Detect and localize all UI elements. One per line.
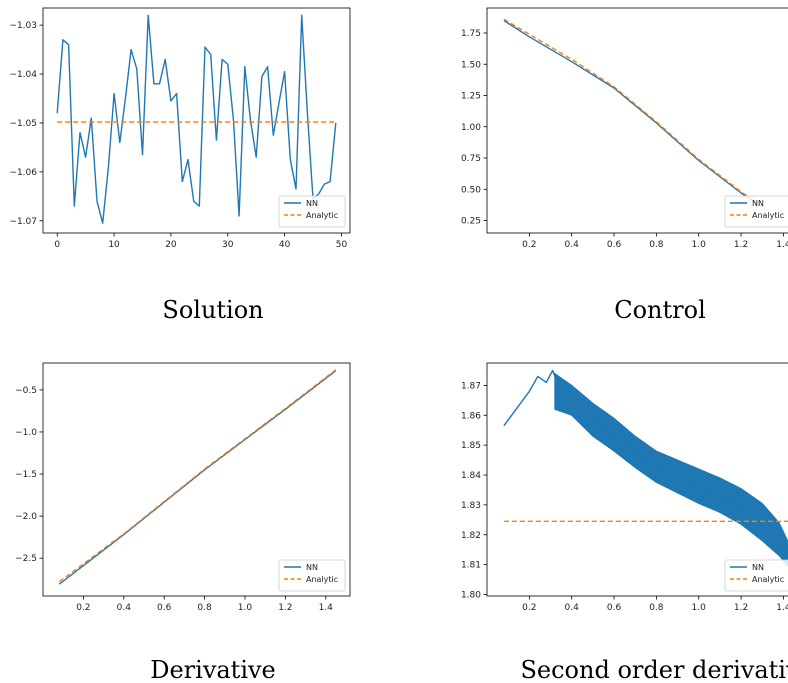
control-panel: 0.2 0.4 0.6 0.8 1.0 1.2 1.4 0.25 0.50 0.75 1.00 1.2… bbox=[461, 7, 788, 324]
y-tick-label: −0.5 bbox=[15, 386, 37, 396]
nn-legend-label: NN bbox=[306, 563, 318, 572]
y-tick-label: −2.5 bbox=[15, 554, 37, 564]
x-tick-label: 1.2 bbox=[278, 603, 292, 613]
y-tick-label: 1.25 bbox=[461, 92, 481, 102]
x-tick-label: 0.6 bbox=[607, 603, 622, 613]
axes-frame bbox=[486, 362, 788, 597]
x-tick-label: 20 bbox=[165, 240, 177, 250]
x-tick-label: 1.0 bbox=[238, 603, 253, 613]
y-tick-label: −2.0 bbox=[15, 512, 37, 522]
axes-frame bbox=[486, 7, 788, 234]
y-tick-label: −1.03 bbox=[9, 21, 37, 31]
plot-area bbox=[503, 369, 788, 568]
nn-legend-label: NN bbox=[306, 199, 318, 208]
y-tick-label: −1.5 bbox=[15, 470, 37, 480]
x-tick-label: 1.4 bbox=[776, 240, 788, 250]
second-order-derivative-panel: 0.2 0.4 0.6 0.8 1.0 1.2 1.4 1.80 1.81 1.82 1.83 1.8… bbox=[461, 362, 788, 683]
x-tick-label: 0.8 bbox=[649, 240, 664, 250]
analytic-legend-label: Analytic bbox=[752, 211, 784, 220]
nn-oscillation-band bbox=[554, 372, 788, 568]
y-tick-label: −1.0 bbox=[15, 428, 37, 438]
analytic-series-line bbox=[503, 18, 763, 207]
nn-series-line bbox=[503, 369, 788, 561]
y-tick-label: 1.85 bbox=[461, 441, 481, 451]
analytic-series-line bbox=[58, 369, 337, 583]
legend: NN Analytic bbox=[278, 195, 346, 228]
nn-series-line bbox=[56, 14, 337, 224]
x-tick-label: 0.4 bbox=[565, 603, 580, 613]
y-tick-label: 1.82 bbox=[461, 531, 481, 541]
x-tick-label: 1.2 bbox=[734, 240, 748, 250]
derivative-panel: 0.2 0.4 0.6 0.8 1.0 1.2 1.4 −2.5 −2.0 −1.5 −1.0 −0.… bbox=[15, 362, 351, 683]
x-tick-label: 1.4 bbox=[319, 603, 334, 613]
nn-series-line bbox=[58, 370, 337, 585]
y-tick-label: −1.05 bbox=[9, 119, 37, 129]
axes-frame bbox=[42, 7, 351, 234]
analytic-legend-label: Analytic bbox=[306, 575, 338, 584]
legend-box bbox=[278, 559, 346, 592]
x-tick-label: 0.8 bbox=[649, 603, 664, 613]
legend-box bbox=[278, 195, 346, 228]
nn-legend-label: NN bbox=[752, 199, 764, 208]
legend-box bbox=[724, 195, 788, 228]
x-tick-label: 1.0 bbox=[692, 603, 707, 613]
x-tick-label: 0.6 bbox=[607, 240, 622, 250]
x-tick-label: 0.4 bbox=[565, 240, 580, 250]
x-tick-label: 0.8 bbox=[197, 603, 212, 613]
panel-caption: Derivative bbox=[150, 656, 276, 683]
legend: NN Analytic bbox=[724, 195, 788, 228]
x-tick-label: 0.2 bbox=[522, 240, 536, 250]
y-tick-label: 1.87 bbox=[461, 381, 481, 391]
legend-box bbox=[724, 559, 788, 592]
nn-series-line bbox=[503, 19, 763, 208]
y-tick-label: 1.00 bbox=[461, 123, 481, 133]
y-tick-label: 1.50 bbox=[461, 60, 481, 70]
y-tick-label: 1.86 bbox=[461, 411, 481, 421]
panel-caption: Control bbox=[614, 296, 706, 324]
y-tick-label: −1.06 bbox=[9, 168, 37, 178]
analytic-legend-label: Analytic bbox=[306, 211, 338, 220]
plot-area bbox=[58, 369, 337, 585]
y-tick-label: 1.84 bbox=[461, 471, 481, 481]
x-tick-label: 50 bbox=[336, 240, 348, 250]
x-tick-label: 0.4 bbox=[117, 603, 132, 613]
legend: NN Analytic bbox=[278, 559, 346, 592]
y-tick-label: 0.25 bbox=[461, 217, 481, 227]
plot-area bbox=[503, 18, 763, 208]
y-tick-label: 1.75 bbox=[461, 29, 481, 39]
y-tick-label: −1.07 bbox=[9, 217, 37, 227]
panel-caption: Second order derivativ bbox=[520, 656, 788, 683]
x-tick-label: 0 bbox=[54, 240, 60, 250]
x-tick-label: 40 bbox=[279, 240, 291, 250]
y-tick-label: 1.83 bbox=[461, 501, 481, 511]
x-tick-label: 0.6 bbox=[157, 603, 172, 613]
axes-frame bbox=[42, 362, 351, 597]
y-tick-label: 0.50 bbox=[461, 185, 481, 195]
x-tick-label: 30 bbox=[222, 240, 234, 250]
x-tick-label: 0.2 bbox=[76, 603, 90, 613]
nn-legend-label: NN bbox=[752, 563, 764, 572]
y-tick-label: −1.04 bbox=[9, 70, 37, 80]
plot-area bbox=[56, 14, 337, 224]
x-tick-label: 1.4 bbox=[776, 603, 788, 613]
y-tick-label: 1.80 bbox=[461, 591, 481, 601]
y-tick-label: 1.81 bbox=[461, 561, 481, 571]
y-tick-label: 0.75 bbox=[461, 154, 481, 164]
legend: NN Analytic bbox=[724, 559, 788, 592]
x-tick-label: 0.2 bbox=[522, 603, 536, 613]
x-tick-label: 1.0 bbox=[692, 240, 707, 250]
solution-panel: 0 10 20 30 40 50 −1.07 −1.06 −1.05 −1.04 −1.03 NN An… bbox=[9, 7, 351, 324]
x-tick-label: 1.2 bbox=[734, 603, 748, 613]
panel-caption: Solution bbox=[162, 296, 263, 324]
analytic-legend-label: Analytic bbox=[752, 575, 784, 584]
x-tick-label: 10 bbox=[108, 240, 120, 250]
